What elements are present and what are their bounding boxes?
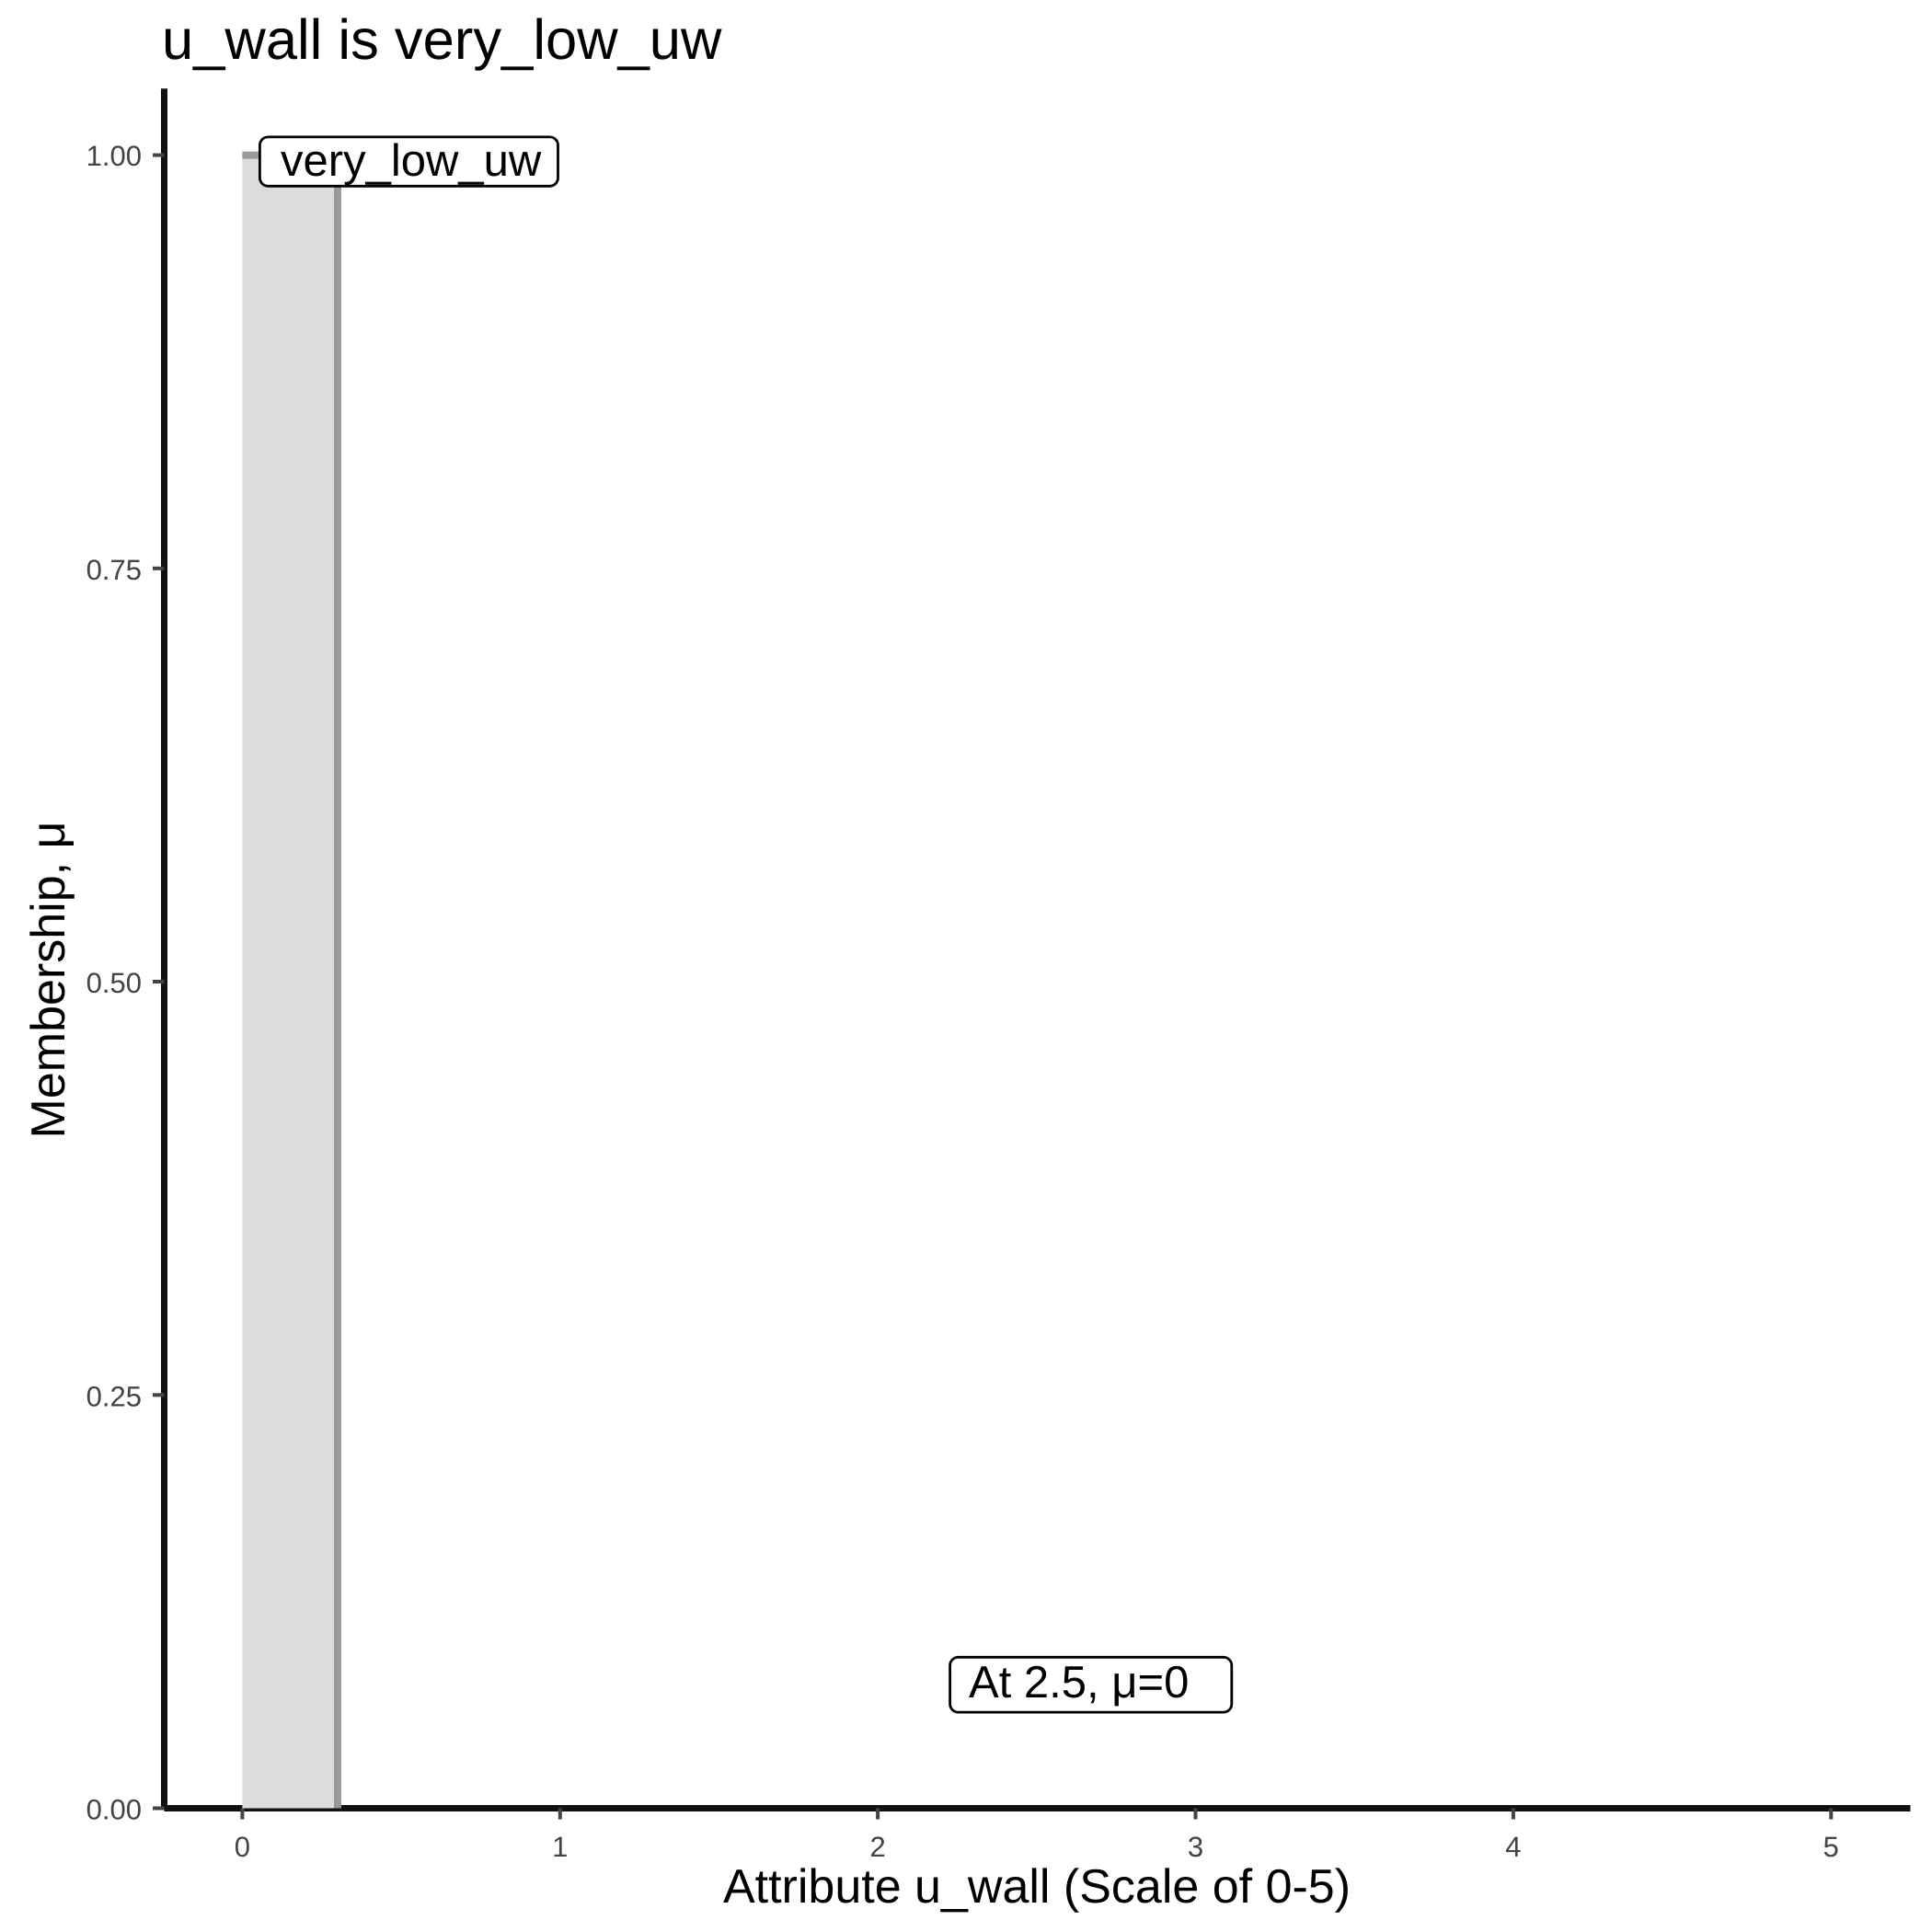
- svg-text:1.00: 1.00: [86, 140, 142, 172]
- svg-text:0.75: 0.75: [86, 554, 142, 586]
- svg-text:0.50: 0.50: [86, 967, 142, 999]
- svg-text:At 2.5, μ=0: At 2.5, μ=0: [969, 1658, 1189, 1708]
- svg-text:Attribute u_wall (Scale of 0-5: Attribute u_wall (Scale of 0-5): [723, 1860, 1351, 1914]
- svg-text:0: 0: [235, 1831, 250, 1863]
- svg-text:3: 3: [1188, 1831, 1203, 1863]
- svg-text:4: 4: [1505, 1831, 1521, 1863]
- svg-text:0.00: 0.00: [86, 1794, 142, 1826]
- svg-text:5: 5: [1823, 1831, 1839, 1863]
- svg-text:u_wall is very_low_uw: u_wall is very_low_uw: [162, 8, 722, 72]
- svg-text:0.25: 0.25: [86, 1380, 142, 1412]
- svg-text:Membership, μ: Membership, μ: [22, 822, 75, 1139]
- svg-text:very_low_uw: very_low_uw: [281, 136, 542, 186]
- svg-text:1: 1: [552, 1831, 568, 1863]
- svg-text:2: 2: [869, 1831, 885, 1863]
